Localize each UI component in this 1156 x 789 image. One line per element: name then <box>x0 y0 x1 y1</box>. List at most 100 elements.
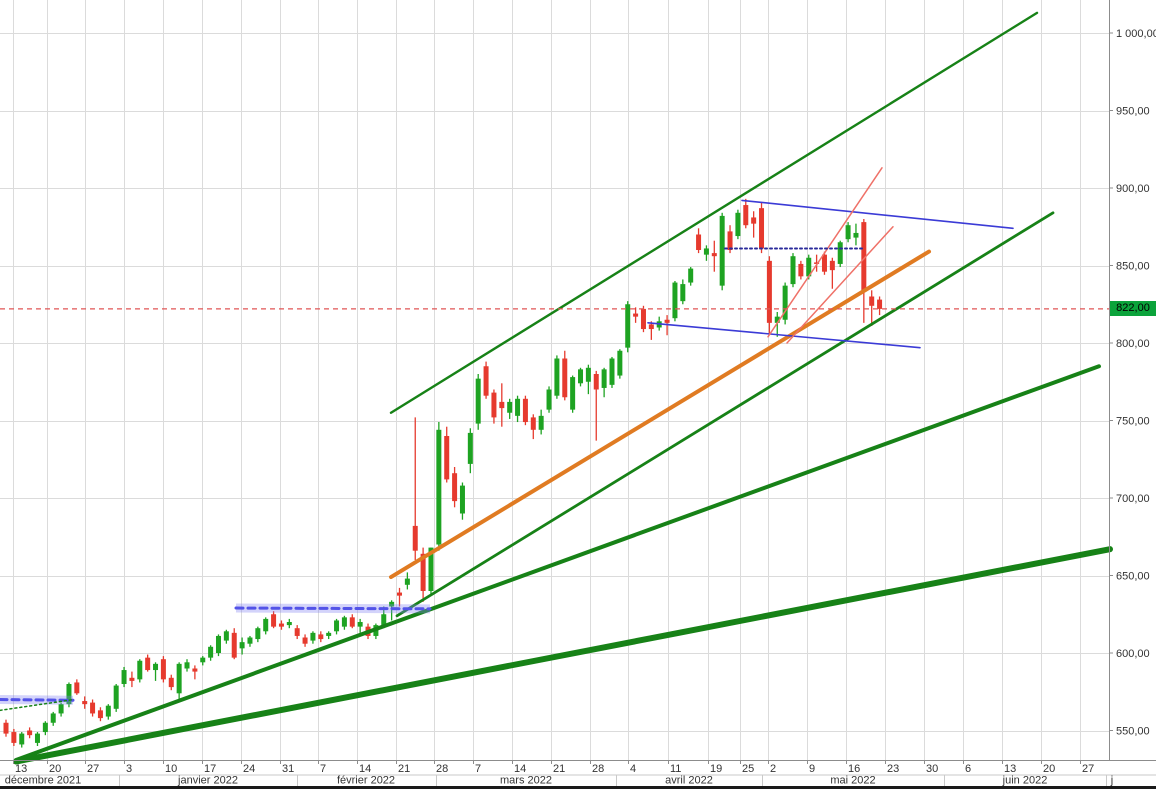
candle <box>688 268 694 283</box>
candle <box>507 401 513 413</box>
candle <box>105 705 111 717</box>
candle <box>711 253 717 257</box>
wedge-bottom-blue[interactable] <box>647 322 921 349</box>
candle <box>680 284 686 302</box>
candle <box>483 366 489 396</box>
y-tick-label: 1 000,00 <box>1116 28 1156 40</box>
candle <box>160 659 166 680</box>
candle <box>90 702 96 714</box>
x-tick-label: 27 <box>87 763 99 775</box>
month-label: j <box>1110 775 1113 787</box>
candle <box>696 234 702 250</box>
candle <box>554 358 560 396</box>
x-tick-label: 9 <box>809 763 815 775</box>
candle <box>806 257 812 277</box>
y-tick-label: 600,00 <box>1116 648 1150 660</box>
candle <box>735 212 741 237</box>
x-tick-label: 17 <box>204 763 216 775</box>
candle <box>231 632 237 658</box>
candle <box>215 635 221 653</box>
candle <box>247 637 253 644</box>
y-tick-label: 550,00 <box>1116 726 1150 738</box>
candle <box>113 685 119 709</box>
red-parallel-2[interactable] <box>786 226 894 344</box>
candle <box>570 377 576 410</box>
x-tick-label: 27 <box>1082 763 1094 775</box>
candle <box>404 578 410 585</box>
candle <box>200 657 206 663</box>
x-tick-label: 2 <box>770 763 776 775</box>
candle <box>271 614 277 627</box>
candle <box>640 308 646 330</box>
candle <box>578 369 584 384</box>
candle <box>192 668 198 672</box>
candle <box>341 617 347 627</box>
candle <box>255 628 261 640</box>
candle <box>853 232 859 238</box>
x-tick-label: 13 <box>15 763 27 775</box>
resistance-dashed-1[interactable] <box>0 698 75 702</box>
wedge-top-blue[interactable] <box>741 199 1014 230</box>
x-tick-label: 28 <box>592 763 604 775</box>
x-tick-label: 7 <box>320 763 326 775</box>
last-price-tag: 822,00 <box>1110 301 1156 317</box>
candle <box>601 369 607 388</box>
candle <box>184 662 190 669</box>
candle <box>459 485 465 514</box>
candle <box>452 473 458 502</box>
candle <box>814 262 820 264</box>
month-label: avril 2022 <box>665 775 713 787</box>
x-tick-label: 25 <box>742 763 754 775</box>
candle <box>790 256 796 285</box>
month-label: janvier 2022 <box>177 775 238 787</box>
orange-trendline[interactable] <box>389 249 931 580</box>
candle <box>3 722 9 734</box>
candle <box>326 632 332 636</box>
x-tick-label: 21 <box>553 763 565 775</box>
fan-lower-green[interactable] <box>13 546 1113 765</box>
candle <box>845 225 851 240</box>
candle <box>318 634 324 640</box>
candle <box>617 350 623 376</box>
candle <box>286 622 292 626</box>
y-tick-label: 650,00 <box>1116 571 1150 583</box>
candle <box>522 398 528 423</box>
candle <box>593 374 599 390</box>
candle <box>263 618 269 632</box>
candle <box>499 401 505 409</box>
month-label: juin 2022 <box>1002 775 1048 787</box>
x-tick-label: 20 <box>49 763 61 775</box>
candle <box>759 208 765 249</box>
candle <box>239 642 245 649</box>
x-tick-label: 14 <box>514 763 526 775</box>
bottom-strip <box>0 786 1156 789</box>
fan-upper-green[interactable] <box>14 364 1101 762</box>
candle <box>436 429 442 545</box>
y-tick-label: 850,00 <box>1116 261 1150 273</box>
candle <box>176 663 182 694</box>
candle <box>208 646 214 658</box>
candle <box>625 304 631 348</box>
resistance-dashed-2[interactable] <box>234 606 432 611</box>
candle <box>357 622 363 627</box>
channel-mid-green[interactable] <box>395 211 1055 618</box>
candle <box>609 358 615 385</box>
month-label: décembre 2021 <box>5 775 81 787</box>
x-tick-label: 14 <box>359 763 371 775</box>
x-tick-label: 7 <box>475 763 481 775</box>
candle <box>82 701 88 705</box>
channel-top-green[interactable] <box>389 11 1039 414</box>
x-tick-label: 13 <box>1004 763 1016 775</box>
y-tick-label: 700,00 <box>1116 493 1150 505</box>
candle <box>648 324 654 330</box>
candle <box>585 367 591 382</box>
dotted-green[interactable] <box>0 698 75 712</box>
candle <box>782 285 788 320</box>
month-label: février 2022 <box>337 775 395 787</box>
candle <box>19 733 25 745</box>
x-tick-label: 10 <box>165 763 177 775</box>
candle <box>334 620 340 632</box>
candle <box>861 222 867 292</box>
